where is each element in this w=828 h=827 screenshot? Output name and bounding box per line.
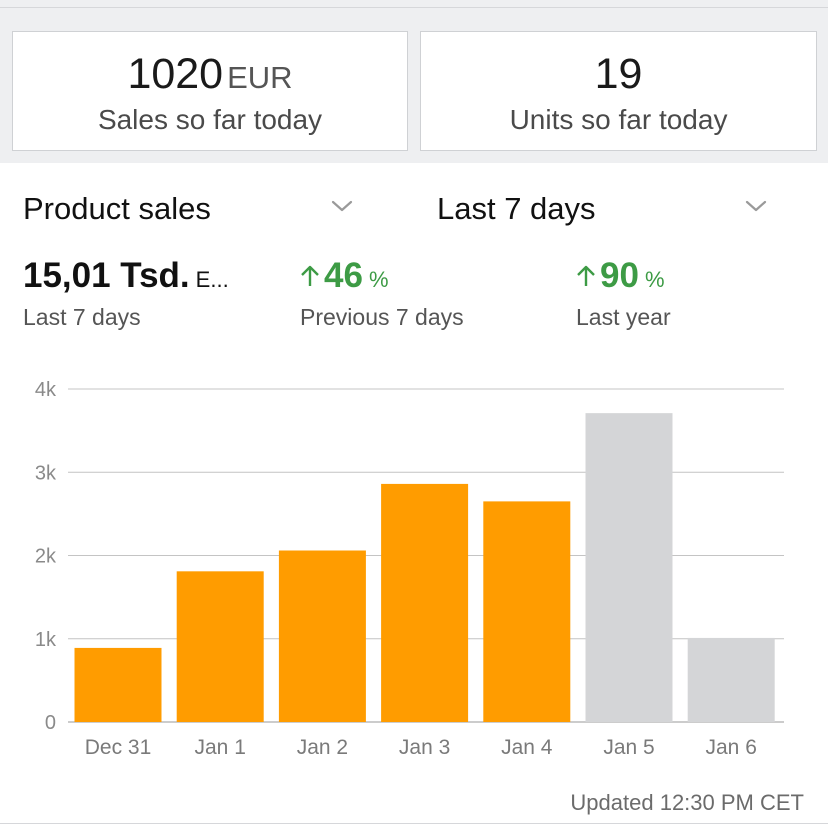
y-tick-label: 2k — [35, 546, 57, 568]
arrow-up-icon — [577, 265, 595, 286]
period-dropdown-label: Last 7 days — [437, 191, 596, 226]
chevron-down-icon — [331, 200, 353, 212]
sales-amount: 1020 — [127, 50, 224, 98]
bar-jan-2[interactable] — [278, 550, 366, 722]
last-year-unit: % — [644, 267, 665, 292]
metric-dropdown[interactable]: Product sales — [23, 189, 353, 229]
bar-jan-4[interactable] — [483, 501, 571, 722]
bar-jan-6[interactable] — [687, 637, 775, 722]
period-dropdown[interactable]: Last 7 days — [437, 189, 767, 229]
metric-dropdown-label: Product sales — [23, 191, 211, 226]
chevron-down-icon — [745, 200, 767, 212]
bar-jan-5[interactable] — [585, 413, 673, 722]
x-tick-label: Jan 2 — [297, 736, 348, 759]
y-tick-label: 0 — [45, 712, 56, 734]
total-amount: 15,01 Tsd. — [23, 256, 190, 295]
y-tick-label: 3k — [35, 462, 57, 484]
top-divider — [0, 7, 828, 8]
last-year-number: 90 — [600, 256, 639, 295]
bar-jan-1[interactable] — [176, 571, 264, 722]
previous-period-value: 46% — [300, 256, 464, 296]
units-today-card: 19 Units so far today — [420, 31, 817, 151]
updated-timestamp: Updated 12:30 PM CET — [570, 790, 804, 815]
previous-period-metric: 46% Previous 7 days — [300, 256, 464, 331]
bottom-divider — [0, 823, 828, 824]
sales-today-card: 1020 EUR Sales so far today — [12, 31, 408, 151]
x-tick-label: Jan 6 — [706, 736, 757, 759]
sales-currency: EUR — [227, 60, 293, 95]
x-tick-label: Jan 3 — [399, 736, 450, 759]
y-tick-label: 4k — [35, 379, 57, 401]
bar-dec-31[interactable] — [74, 647, 162, 722]
sales-today-value: 1020 EUR — [13, 50, 407, 99]
x-tick-label: Dec 31 — [85, 736, 152, 759]
product-sales-bar-chart: 0 1k 2k 3k 4k Dec 31 Jan 1 Jan 2 Jan 3 Jan 4 Jan 5… — [35, 379, 784, 759]
units-today-caption: Units so far today — [509, 104, 728, 135]
total-metric: 15,01 Tsd. E... Last 7 days — [23, 256, 229, 331]
total-metric-caption: Last 7 days — [23, 304, 141, 330]
total-metric-value: 15,01 Tsd. E... — [23, 256, 229, 296]
arrow-up-icon — [301, 265, 319, 286]
x-tick-label: Jan 5 — [603, 736, 654, 759]
previous-period-unit: % — [368, 267, 389, 292]
total-currency-truncated: E... — [195, 267, 229, 292]
last-year-caption: Last year — [576, 304, 671, 330]
previous-period-number: 46 — [324, 256, 363, 295]
previous-period-caption: Previous 7 days — [300, 304, 464, 330]
units-today-value: 19 — [594, 50, 643, 98]
bar-jan-3[interactable] — [381, 483, 469, 722]
x-tick-label: Jan 4 — [501, 736, 553, 759]
y-tick-label: 1k — [35, 629, 57, 651]
x-tick-label: Jan 1 — [195, 736, 246, 759]
last-year-metric: 90% Last year — [576, 256, 671, 331]
sales-today-caption: Sales so far today — [97, 104, 323, 135]
last-year-value: 90% — [576, 256, 671, 296]
